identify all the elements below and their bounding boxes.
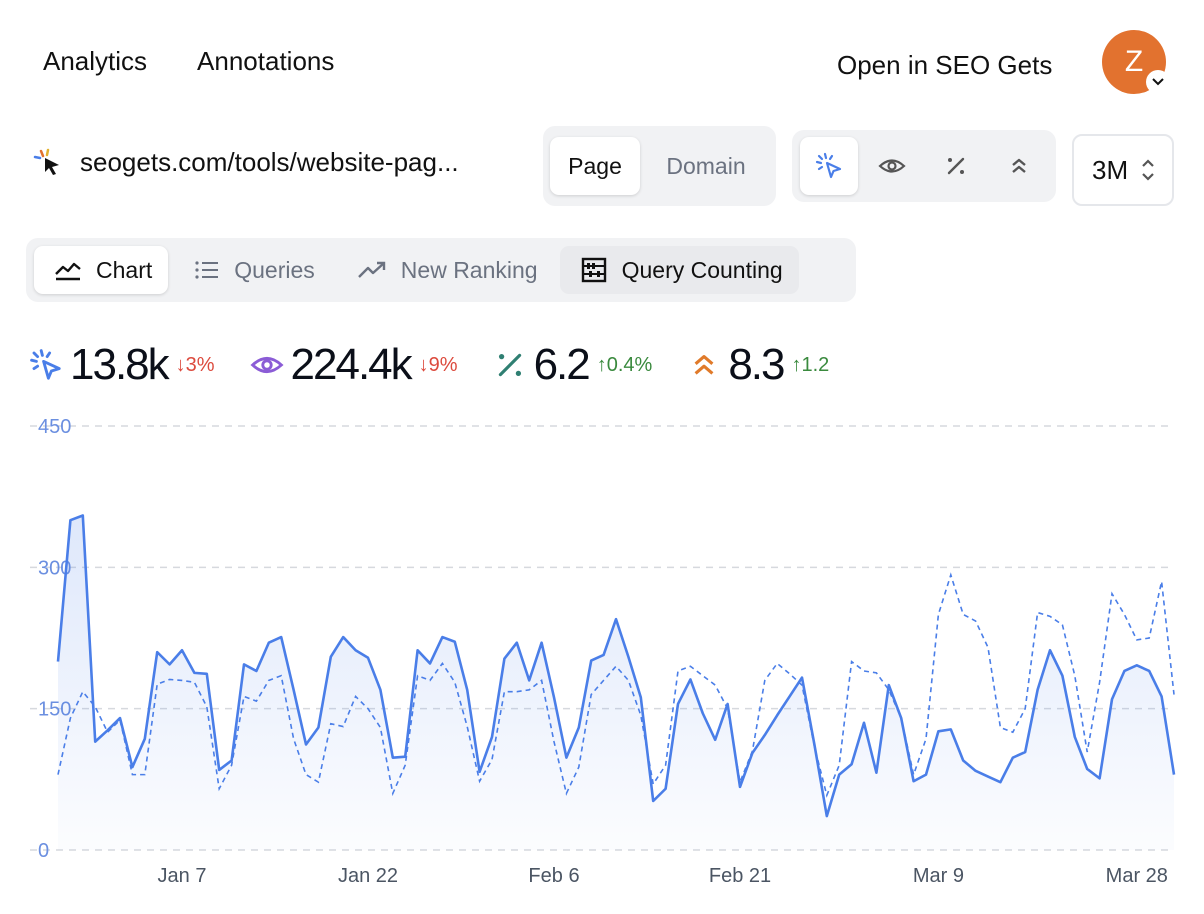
position-toggle[interactable] bbox=[991, 137, 1049, 195]
clicks-delta: ↓3% bbox=[175, 353, 215, 376]
clicks-toggle[interactable] bbox=[800, 137, 858, 195]
metric-ctr: 6.2 ↑0.4% bbox=[492, 340, 653, 390]
impressions-delta: ↓9% bbox=[418, 353, 458, 376]
avatar[interactable]: Z bbox=[1102, 30, 1170, 94]
clicks-area bbox=[58, 515, 1174, 850]
list-icon bbox=[195, 261, 219, 279]
line-chart-icon bbox=[55, 262, 81, 281]
x-tick-label: Feb 6 bbox=[528, 865, 579, 887]
clicks-line bbox=[56, 514, 1176, 818]
favicon-icon bbox=[32, 146, 64, 178]
page-url-row: seogets.com/tools/website-pag... bbox=[32, 146, 459, 178]
metric-clicks: 13.8k ↓3% bbox=[28, 340, 215, 390]
metric-toggles bbox=[792, 130, 1056, 202]
tab-queries[interactable]: Queries bbox=[174, 246, 331, 294]
eye-icon bbox=[878, 159, 906, 173]
cursor-click-icon bbox=[28, 347, 64, 383]
chevrons-up-icon bbox=[686, 347, 722, 383]
y-tick-label: 300 bbox=[38, 557, 71, 579]
position-delta: ↑1.2 bbox=[791, 353, 830, 376]
ctr-toggle[interactable] bbox=[927, 137, 985, 195]
impressions-value: 224.4k bbox=[290, 340, 413, 389]
clicks-value: 13.8k bbox=[70, 340, 170, 389]
y-tick-label: 450 bbox=[38, 416, 71, 438]
top-nav: Analytics Annotations bbox=[43, 46, 334, 77]
tab-queries-label: Queries bbox=[234, 256, 315, 283]
scope-toggle: Page Domain bbox=[543, 126, 776, 206]
avatar-initial: Z bbox=[1124, 45, 1144, 78]
scope-page-option[interactable]: Page bbox=[550, 137, 640, 195]
tab-new-ranking[interactable]: New Ranking bbox=[337, 246, 554, 294]
chevron-down-icon bbox=[1146, 70, 1170, 94]
x-tick-label: Jan 7 bbox=[158, 865, 207, 887]
y-tick-label: 0 bbox=[38, 840, 49, 862]
nav-annotations[interactable]: Annotations bbox=[197, 46, 335, 76]
abacus-icon bbox=[581, 257, 606, 283]
tab-query-counting-label: Query Counting bbox=[621, 256, 783, 283]
tab-new-ranking-label: New Ranking bbox=[400, 256, 538, 283]
x-tick-label: Jan 22 bbox=[338, 865, 398, 887]
x-tick-label: Feb 21 bbox=[709, 865, 771, 887]
tab-chart-label: Chart bbox=[96, 256, 153, 283]
x-tick-label: Mar 9 bbox=[913, 865, 964, 887]
metrics-summary: 13.8k ↓3% 224.4k ↓9% 6.2 ↑0.4% bbox=[28, 340, 863, 390]
tab-query-counting[interactable]: Query Counting bbox=[559, 246, 799, 294]
impressions-toggle[interactable] bbox=[864, 137, 922, 195]
ctr-value: 6.2 bbox=[533, 340, 591, 389]
percent-icon bbox=[947, 157, 964, 175]
position-value: 8.3 bbox=[728, 340, 785, 389]
range-value: 3M bbox=[1092, 154, 1129, 185]
trending-up-icon bbox=[357, 261, 385, 278]
ctr-delta: ↑0.4% bbox=[596, 353, 653, 376]
scope-domain-option[interactable]: Domain bbox=[666, 152, 746, 179]
nav-analytics[interactable]: Analytics bbox=[43, 46, 148, 76]
metric-position: 8.3 ↑1.2 bbox=[686, 340, 829, 390]
view-tabs: Chart Queries New Ranking Query Counting bbox=[26, 238, 856, 302]
metric-impressions: 224.4k ↓9% bbox=[249, 340, 458, 390]
tab-chart[interactable]: Chart bbox=[34, 246, 169, 294]
chevron-up-down-icon bbox=[1142, 159, 1154, 181]
eye-icon bbox=[249, 347, 285, 383]
range-select[interactable]: 3M bbox=[1072, 134, 1174, 206]
x-tick-label: Mar 28 bbox=[1106, 865, 1168, 887]
cursor-click-icon bbox=[815, 152, 841, 179]
page-url[interactable]: seogets.com/tools/website-pag... bbox=[80, 146, 459, 177]
percent-icon bbox=[492, 347, 528, 383]
open-in-seo-gets-link[interactable]: Open in SEO Gets bbox=[837, 50, 1053, 80]
chevrons-up-icon bbox=[1012, 158, 1027, 173]
